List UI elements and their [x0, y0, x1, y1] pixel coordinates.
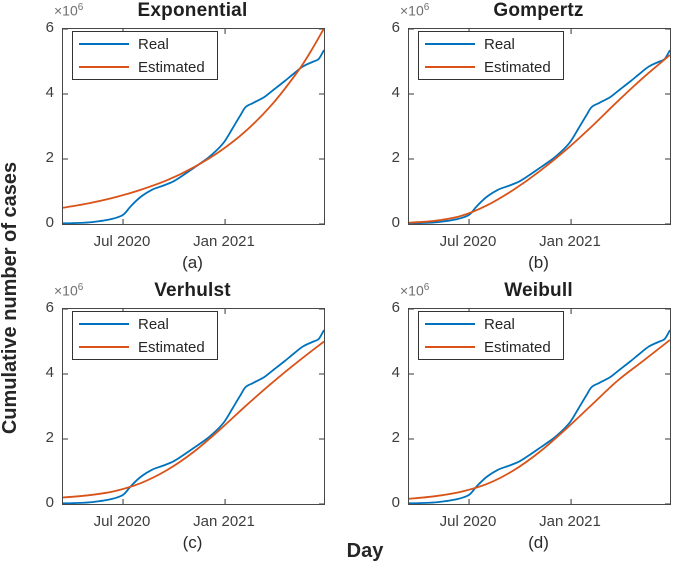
y-axis-exponent: ×106	[54, 282, 83, 299]
exponent-power: 6	[77, 282, 84, 293]
legend-row: Real	[419, 314, 563, 334]
subplot-caption: (d)	[528, 533, 549, 552]
legend-label-estimated: Estimated	[484, 338, 551, 356]
subplot-title: Gompertz	[493, 0, 584, 21]
subplot-caption: (a)	[182, 253, 203, 272]
subplot-title: Weibull	[504, 280, 573, 301]
legend-label-estimated: Estimated	[484, 58, 551, 76]
legend-line-real	[425, 323, 475, 325]
line-chart	[63, 309, 324, 504]
legend-line-real	[79, 43, 129, 45]
legend-label-real: Real	[484, 315, 515, 333]
y-tick-label: 6	[45, 19, 54, 36]
y-tick-label: 2	[45, 429, 54, 446]
subplot-caption: (c)	[182, 533, 203, 552]
legend-line-estimated	[79, 66, 129, 68]
legend-row: Estimated	[73, 57, 217, 77]
y-tick-label: 4	[45, 84, 54, 101]
legend: Real Estimated	[418, 311, 564, 360]
legend: Real Estimated	[72, 31, 218, 80]
legend-row: Real	[73, 34, 217, 54]
x-tick-label: Jan 2021	[539, 513, 601, 530]
x-tick-label: Jul 2020	[439, 233, 497, 250]
exponent-base: ×10	[54, 282, 78, 299]
exponent-power: 6	[423, 282, 430, 293]
y-tick-label: 6	[391, 19, 400, 36]
y-tick-label: 6	[391, 299, 400, 316]
y-axis-exponent: ×106	[400, 2, 429, 19]
y-tick-label: 0	[45, 214, 54, 231]
subplot-weibull: ×106 Weibull 6 4 2 0 Real Estimated Jul …	[346, 280, 674, 560]
exponent-base: ×10	[54, 2, 78, 19]
legend-row: Estimated	[419, 337, 563, 357]
line-chart	[409, 29, 670, 224]
legend-line-real	[425, 43, 475, 45]
y-axis-exponent: ×106	[54, 2, 83, 19]
legend-label-estimated: Estimated	[138, 58, 205, 76]
subplot-exponential: ×106 Exponential 6 4 2 0 Real Estimated …	[0, 0, 346, 280]
y-tick-label: 2	[391, 429, 400, 446]
y-tick-label: 4	[391, 364, 400, 381]
legend-line-estimated	[425, 346, 475, 348]
legend-label-real: Real	[138, 315, 169, 333]
line-chart	[63, 29, 324, 224]
x-tick-label: Jan 2021	[193, 233, 255, 250]
legend-label-estimated: Estimated	[138, 338, 205, 356]
y-axis-exponent: ×106	[400, 282, 429, 299]
subplot-title: Verhulst	[154, 280, 231, 301]
y-axis-label: Cumulative number of cases	[0, 161, 21, 435]
x-tick-label: Jan 2021	[539, 233, 601, 250]
x-tick-label: Jul 2020	[93, 513, 151, 530]
x-tick-label: Jan 2021	[193, 513, 255, 530]
line-chart	[409, 309, 670, 504]
legend-label-real: Real	[484, 35, 515, 53]
x-axis-label: Day	[346, 540, 384, 562]
y-tick-label: 6	[45, 299, 54, 316]
y-tick-label: 4	[45, 364, 54, 381]
legend-row: Estimated	[73, 337, 217, 357]
y-tick-label: 2	[45, 149, 54, 166]
x-tick-label: Jul 2020	[439, 513, 497, 530]
subplot-verhulst: ×106 Verhulst 6 4 2 0 Real Estimated Jul…	[0, 280, 346, 560]
legend-row: Estimated	[419, 57, 563, 77]
exponent-power: 6	[423, 2, 430, 13]
legend: Real Estimated	[418, 31, 564, 80]
y-tick-label: 0	[391, 494, 400, 511]
legend-line-estimated	[79, 346, 129, 348]
legend: Real Estimated	[72, 311, 218, 360]
y-tick-label: 4	[391, 84, 400, 101]
exponent-base: ×10	[400, 2, 424, 19]
subplot-caption: (b)	[528, 253, 549, 272]
legend-row: Real	[419, 34, 563, 54]
exponent-base: ×10	[400, 282, 424, 299]
y-tick-label: 0	[45, 494, 54, 511]
legend-line-real	[79, 323, 129, 325]
subplot-gompertz: ×106 Gompertz 6 4 2 0 Real Estimated Jul…	[346, 0, 674, 280]
y-tick-label: 2	[391, 149, 400, 166]
x-tick-label: Jul 2020	[93, 233, 151, 250]
exponent-power: 6	[77, 2, 84, 13]
legend-label-real: Real	[138, 35, 169, 53]
legend-row: Real	[73, 314, 217, 334]
legend-line-estimated	[425, 66, 475, 68]
subplot-title: Exponential	[137, 0, 248, 21]
y-tick-label: 0	[391, 214, 400, 231]
